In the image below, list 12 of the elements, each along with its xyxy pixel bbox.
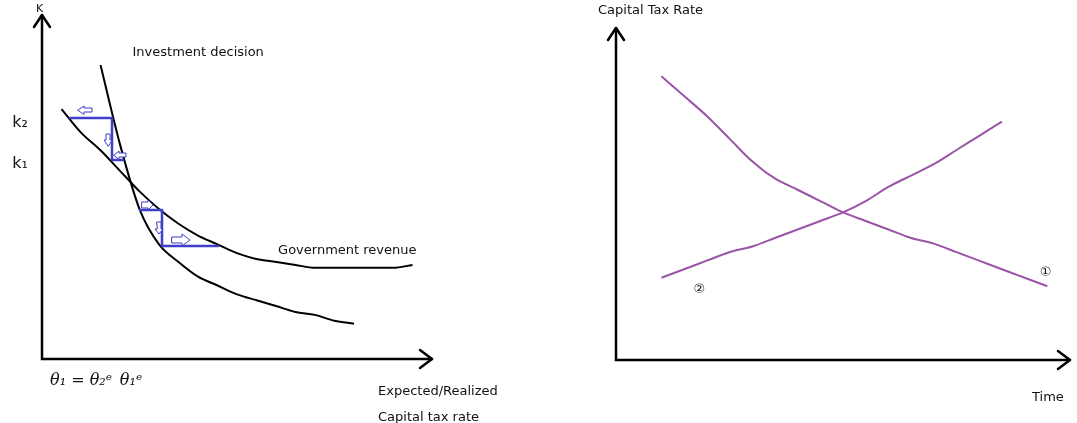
x-axis-title: Time — [1032, 388, 1065, 406]
text: θ₁ᵉ — [119, 370, 143, 390]
y-axis-title: K — [36, 2, 44, 15]
series-label: ① — [1039, 263, 1052, 279]
text: k₁ — [12, 153, 28, 173]
text: θ₁ = θ₂ᵉ — [50, 370, 112, 390]
y-axis-title: Capital Tax Rate — [598, 2, 704, 17]
text: k₂ — [12, 112, 28, 132]
series-label: ② — [693, 281, 706, 297]
x-axis-title: Expected/Realized Capital tax rate — [378, 382, 499, 423]
text: Investment decision — [132, 44, 264, 60]
series-label: Government revenue — [278, 242, 417, 258]
